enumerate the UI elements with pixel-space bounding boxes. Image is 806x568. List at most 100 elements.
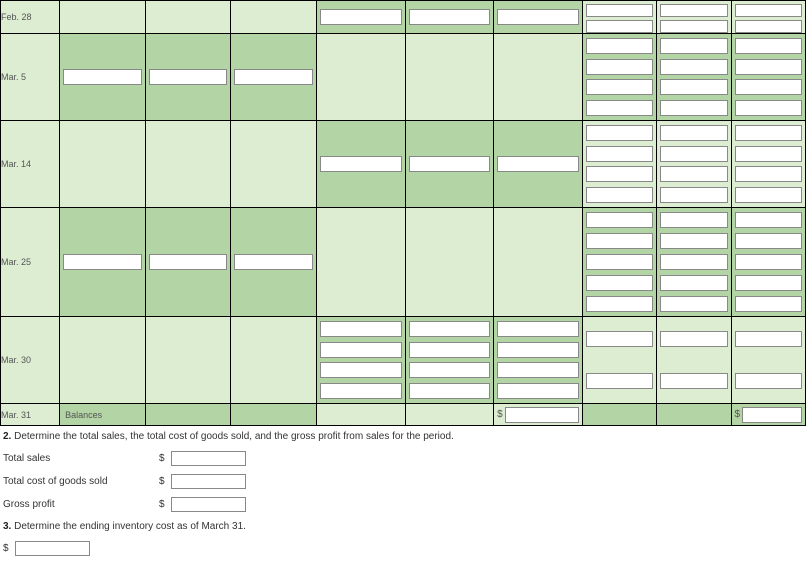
amount-input[interactable] bbox=[735, 79, 802, 95]
amount-input[interactable] bbox=[735, 187, 802, 203]
amount-input[interactable] bbox=[586, 59, 653, 75]
dollar-sign: $ bbox=[159, 476, 165, 487]
amount-input[interactable] bbox=[497, 321, 579, 337]
amount-input[interactable] bbox=[660, 275, 727, 291]
amount-input[interactable] bbox=[735, 100, 802, 116]
ledger-cell bbox=[60, 34, 146, 121]
amount-input[interactable] bbox=[320, 383, 402, 399]
ledger-cell bbox=[731, 1, 805, 34]
amount-input[interactable] bbox=[586, 212, 653, 228]
amount-input[interactable] bbox=[586, 100, 653, 116]
amount-input[interactable] bbox=[586, 146, 653, 162]
amount-input[interactable] bbox=[586, 254, 653, 270]
amount-input[interactable] bbox=[735, 4, 802, 17]
amount-input[interactable] bbox=[735, 59, 802, 75]
amount-input[interactable] bbox=[586, 38, 653, 54]
ledger-cell bbox=[231, 317, 317, 404]
ledger-cell bbox=[145, 208, 231, 317]
amount-input[interactable] bbox=[586, 4, 653, 17]
amount-input[interactable] bbox=[660, 20, 727, 33]
amount-input[interactable] bbox=[660, 254, 727, 270]
amount-input[interactable] bbox=[149, 69, 228, 85]
ledger-cell bbox=[657, 208, 731, 317]
ledger-cell bbox=[60, 121, 146, 208]
ledger-cell bbox=[316, 208, 405, 317]
ending-inventory-input[interactable] bbox=[15, 541, 90, 556]
amount-input[interactable] bbox=[586, 20, 653, 33]
amount-input[interactable] bbox=[660, 373, 727, 389]
amount-input[interactable] bbox=[320, 342, 402, 358]
amount-input[interactable] bbox=[660, 146, 727, 162]
amount-input[interactable] bbox=[735, 38, 802, 54]
amount-input[interactable] bbox=[660, 331, 727, 347]
ledger-cell bbox=[316, 1, 405, 34]
amount-input[interactable] bbox=[409, 362, 491, 378]
amount-input[interactable] bbox=[735, 125, 802, 141]
amount-input[interactable] bbox=[497, 383, 579, 399]
amount-input[interactable] bbox=[586, 233, 653, 249]
amount-input[interactable] bbox=[320, 156, 402, 172]
ledger-cell bbox=[582, 404, 656, 426]
amount-input[interactable] bbox=[63, 254, 142, 270]
amount-input[interactable] bbox=[735, 275, 802, 291]
amount-input[interactable] bbox=[660, 79, 727, 95]
amount-input[interactable] bbox=[149, 254, 228, 270]
amount-input[interactable] bbox=[505, 407, 579, 423]
amount-input[interactable] bbox=[320, 321, 402, 337]
ledger-cell bbox=[582, 34, 656, 121]
table-row: Mar. 5 bbox=[1, 34, 806, 121]
amount-input[interactable] bbox=[320, 362, 402, 378]
amount-input[interactable] bbox=[735, 212, 802, 228]
ledger-cell bbox=[231, 1, 317, 34]
summary-input[interactable] bbox=[171, 497, 246, 512]
amount-input[interactable] bbox=[63, 69, 142, 85]
amount-input[interactable] bbox=[586, 331, 653, 347]
amount-input[interactable] bbox=[735, 254, 802, 270]
amount-input[interactable] bbox=[735, 296, 802, 312]
amount-input[interactable] bbox=[234, 69, 313, 85]
amount-input[interactable] bbox=[409, 9, 491, 25]
amount-input[interactable] bbox=[586, 166, 653, 182]
amount-input[interactable] bbox=[409, 321, 491, 337]
amount-input[interactable] bbox=[660, 125, 727, 141]
amount-input[interactable] bbox=[234, 254, 313, 270]
amount-input[interactable] bbox=[409, 342, 491, 358]
amount-input[interactable] bbox=[586, 275, 653, 291]
amount-input[interactable] bbox=[735, 146, 802, 162]
amount-input[interactable] bbox=[586, 373, 653, 389]
ledger-cell: Balances bbox=[60, 404, 146, 426]
summary-input[interactable] bbox=[171, 451, 246, 466]
amount-input[interactable] bbox=[735, 20, 802, 33]
summary-label: Gross profit bbox=[3, 499, 153, 510]
amount-input[interactable] bbox=[586, 187, 653, 203]
ledger-cell bbox=[316, 34, 405, 121]
amount-input[interactable] bbox=[660, 59, 727, 75]
amount-input[interactable] bbox=[497, 362, 579, 378]
amount-input[interactable] bbox=[497, 9, 579, 25]
amount-input[interactable] bbox=[660, 100, 727, 116]
amount-input[interactable] bbox=[735, 331, 802, 347]
summary-input[interactable] bbox=[171, 474, 246, 489]
amount-input[interactable] bbox=[320, 9, 402, 25]
amount-input[interactable] bbox=[660, 4, 727, 17]
ledger-cell: $ bbox=[731, 404, 805, 426]
amount-input[interactable] bbox=[660, 38, 727, 54]
ledger-cell bbox=[494, 1, 583, 34]
amount-input[interactable] bbox=[660, 233, 727, 249]
amount-input[interactable] bbox=[742, 407, 802, 423]
amount-input[interactable] bbox=[586, 79, 653, 95]
amount-input[interactable] bbox=[735, 166, 802, 182]
amount-input[interactable] bbox=[409, 156, 491, 172]
amount-input[interactable] bbox=[735, 373, 802, 389]
amount-input[interactable] bbox=[409, 383, 491, 399]
amount-input[interactable] bbox=[660, 212, 727, 228]
amount-input[interactable] bbox=[586, 296, 653, 312]
amount-input[interactable] bbox=[660, 166, 727, 182]
ledger-cell bbox=[582, 317, 656, 404]
amount-input[interactable] bbox=[586, 125, 653, 141]
amount-input[interactable] bbox=[497, 342, 579, 358]
amount-input[interactable] bbox=[660, 296, 727, 312]
amount-input[interactable] bbox=[735, 233, 802, 249]
amount-input[interactable] bbox=[497, 156, 579, 172]
amount-input[interactable] bbox=[660, 187, 727, 203]
